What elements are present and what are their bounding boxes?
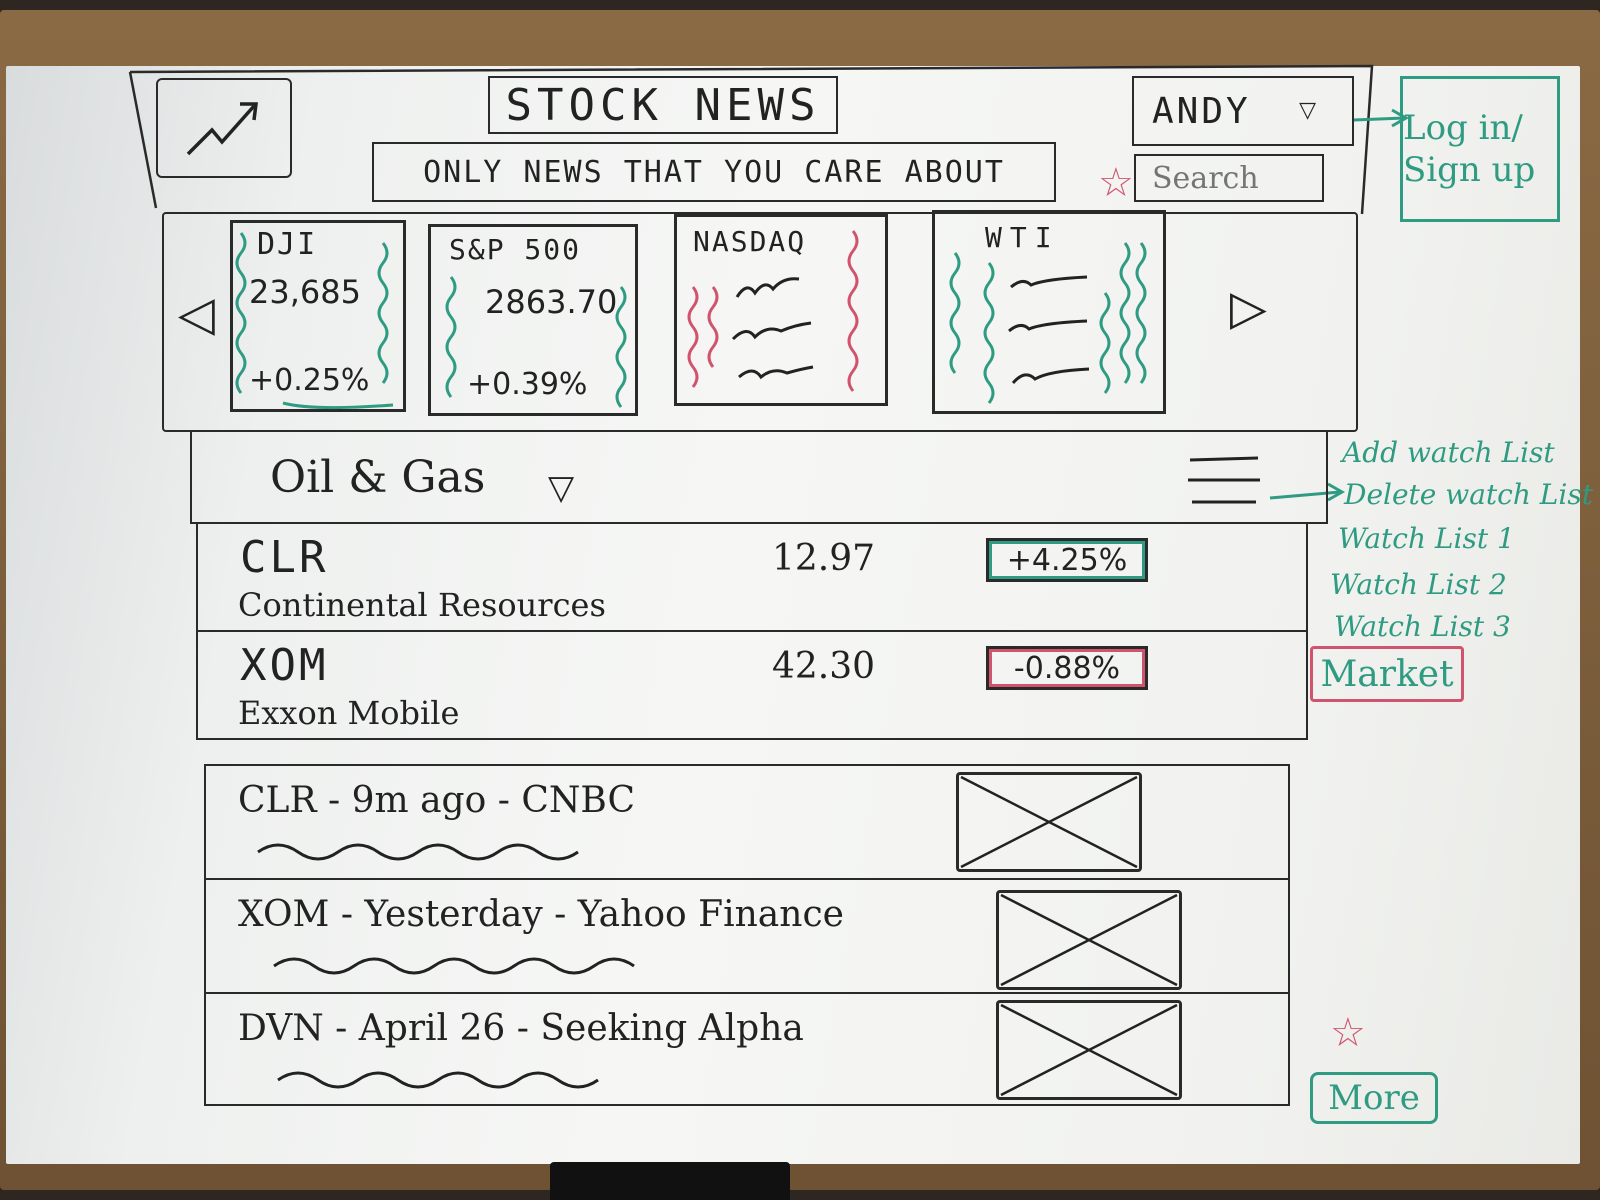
stock-price: 42.30 [772, 646, 876, 687]
ticker-value: 23,685 [249, 273, 361, 311]
carousel-prev-icon[interactable]: ◁ [178, 286, 215, 342]
ticker-change: +0.39% [467, 367, 588, 402]
stock-symbol: XOM [240, 640, 329, 691]
app-title: STOCK NEWS [488, 76, 838, 134]
login-label: Log in/ Sign up [1403, 108, 1536, 190]
menu-item-watchlist-1[interactable]: Watch List 1 [1338, 522, 1515, 555]
news-headline: XOM - Yesterday - Yahoo Finance [238, 894, 844, 935]
stock-company: Continental Resources [238, 586, 606, 624]
menu-item-watchlist-3[interactable]: Watch List 3 [1334, 610, 1511, 643]
app-title-text: STOCK NEWS [505, 79, 821, 131]
ticker-card-sp500[interactable]: S&P 500 2863.70 +0.39% [428, 224, 638, 416]
star-icon: ☆ [1330, 1010, 1366, 1056]
more-label: More [1328, 1078, 1420, 1118]
stock-symbol: CLR [240, 532, 329, 583]
user-dropdown[interactable]: ANDY ▽ [1132, 76, 1354, 146]
whiteboard [6, 66, 1580, 1164]
menu-item-market[interactable]: Market [1310, 646, 1464, 702]
image-placeholder-icon [996, 1000, 1182, 1100]
squiggle-decoration [949, 242, 1147, 404]
ticker-name: NASDAQ [693, 225, 807, 258]
stock-row[interactable]: XOM Exxon Mobile 42.30 -0.88% [196, 630, 1308, 740]
ticker-card-wti[interactable]: WTI [932, 210, 1166, 414]
more-button[interactable]: More [1310, 1072, 1438, 1124]
ticker-card-dji[interactable]: DJI 23,685 +0.25% [230, 220, 406, 412]
stock-price: 12.97 [772, 538, 876, 579]
login-signup-button[interactable]: Log in/ Sign up [1400, 76, 1560, 222]
summary-placeholder [277, 1071, 599, 1089]
trend-up-icon [186, 102, 258, 156]
stock-row[interactable]: CLR Continental Resources 12.97 +4.25% [196, 522, 1308, 632]
watchlist-title: Oil & Gas [270, 452, 486, 503]
hamburger-menu-icon[interactable] [1186, 454, 1262, 506]
ticker-name: DJI [257, 227, 318, 262]
news-headline: CLR - 9m ago - CNBC [238, 780, 636, 821]
stock-change-badge: +4.25% [986, 538, 1148, 582]
ticker-value: 2863.70 [485, 283, 618, 321]
news-item[interactable]: CLR - 9m ago - CNBC [204, 764, 1290, 880]
search-field[interactable] [1134, 154, 1324, 202]
ticker-carousel: ◁ ▷ DJI 23,685 +0.25% S&P 500 2863.70 +0… [162, 210, 1358, 432]
watchlist-header[interactable]: Oil & Gas ▽ [190, 430, 1328, 524]
menu-item-delete-watchlist[interactable]: Delete watch List [1344, 478, 1593, 511]
news-headline: DVN - April 26 - Seeking Alpha [238, 1008, 804, 1049]
stock-change-badge: -0.88% [986, 646, 1148, 690]
logo[interactable] [156, 78, 292, 178]
tagline: ONLY NEWS THAT YOU CARE ABOUT [372, 142, 1056, 202]
ticker-change: +0.25% [249, 363, 370, 398]
summary-placeholder [257, 843, 579, 861]
image-placeholder-icon [996, 890, 1182, 990]
summary-placeholder [273, 957, 635, 975]
marker-tray [550, 1162, 790, 1200]
stock-company: Exxon Mobile [238, 694, 460, 732]
ticker-card-nasdaq[interactable]: NASDAQ [674, 214, 888, 406]
news-item[interactable]: DVN - April 26 - Seeking Alpha [204, 992, 1290, 1106]
search-input[interactable] [1150, 159, 1324, 197]
ticker-name: WTI [985, 221, 1060, 254]
ticker-name: S&P 500 [449, 233, 582, 266]
menu-item-add-watchlist[interactable]: Add watch List [1342, 436, 1555, 469]
chevron-down-icon[interactable]: ▽ [548, 468, 575, 508]
menu-item-watchlist-2[interactable]: Watch List 2 [1330, 568, 1507, 601]
squiggle-decoration [687, 230, 859, 392]
chevron-down-icon: ▽ [1299, 98, 1316, 123]
star-icon: ☆ [1098, 160, 1134, 206]
tagline-text: ONLY NEWS THAT YOU CARE ABOUT [423, 154, 1005, 190]
market-label: Market [1320, 653, 1454, 695]
image-placeholder-icon [956, 772, 1142, 872]
news-item[interactable]: XOM - Yesterday - Yahoo Finance [204, 878, 1290, 994]
carousel-next-icon[interactable]: ▷ [1230, 280, 1267, 336]
user-name: ANDY [1152, 90, 1251, 132]
squiggle-decoration [235, 232, 394, 410]
squiggle-decoration [445, 276, 627, 408]
